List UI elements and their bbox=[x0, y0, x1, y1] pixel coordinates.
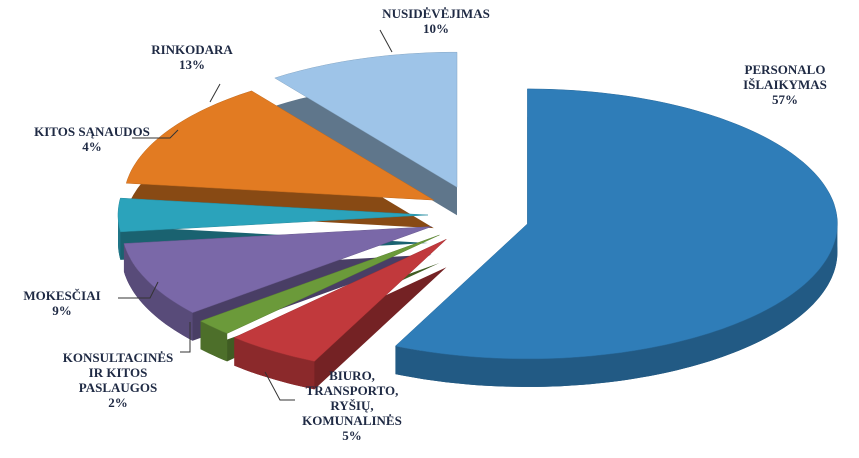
value-label: 10% bbox=[422, 21, 449, 36]
slice-label: BIURO, TRANSPORTO, RYŠIŲ, KOMUNALINĖS 5% bbox=[302, 368, 402, 443]
category-label: PERSONALO IŠLAIKYMAS bbox=[743, 62, 827, 92]
value-label: 2% bbox=[108, 395, 128, 410]
slice-top bbox=[117, 197, 429, 233]
slice-label: RINKODARA 13% bbox=[151, 42, 233, 72]
leader-line bbox=[209, 83, 221, 103]
slice-side bbox=[200, 321, 228, 362]
category-label: NUSIDĖVĖJIMAS bbox=[382, 6, 490, 21]
slice-top bbox=[394, 88, 838, 360]
slice-top bbox=[274, 51, 458, 188]
slice-top bbox=[233, 238, 447, 362]
slice-top bbox=[199, 234, 440, 334]
slice-label: KITOS SĄNAUDOS 4% bbox=[34, 124, 150, 154]
category-label: KITOS SĄNAUDOS bbox=[34, 124, 150, 139]
slice-top bbox=[123, 226, 432, 313]
slice-side bbox=[234, 337, 315, 390]
slice-label: NUSIDĖVĖJIMAS 10% bbox=[382, 6, 490, 36]
slice-label: MOKESČIAI 9% bbox=[23, 288, 100, 318]
leader-line bbox=[180, 322, 191, 353]
slice-top bbox=[125, 90, 434, 201]
value-label: 9% bbox=[52, 303, 72, 318]
category-label: BIURO, TRANSPORTO, RYŠIŲ, KOMUNALINĖS bbox=[302, 368, 402, 428]
leader-line bbox=[379, 29, 393, 53]
category-label: MOKESČIAI bbox=[23, 288, 101, 303]
slice-side bbox=[118, 215, 121, 260]
leader-line bbox=[118, 281, 159, 299]
value-label: 4% bbox=[82, 139, 102, 154]
slice-side bbox=[395, 223, 838, 387]
leader-line bbox=[264, 371, 295, 401]
value-label: 5% bbox=[342, 428, 362, 443]
slice-label: KONSULTACINĖS IR KITOS PASLAUGOS 2% bbox=[63, 350, 174, 410]
category-label: RINKODARA bbox=[151, 42, 233, 57]
value-label: 13% bbox=[179, 57, 205, 72]
slice-side bbox=[123, 243, 193, 341]
value-label: 57% bbox=[771, 92, 798, 107]
slice-label: PERSONALO IŠLAIKYMAS 57% bbox=[743, 62, 827, 107]
category-label: KONSULTACINĖS IR KITOS PASLAUGOS bbox=[62, 350, 174, 395]
leader-line bbox=[132, 129, 179, 139]
